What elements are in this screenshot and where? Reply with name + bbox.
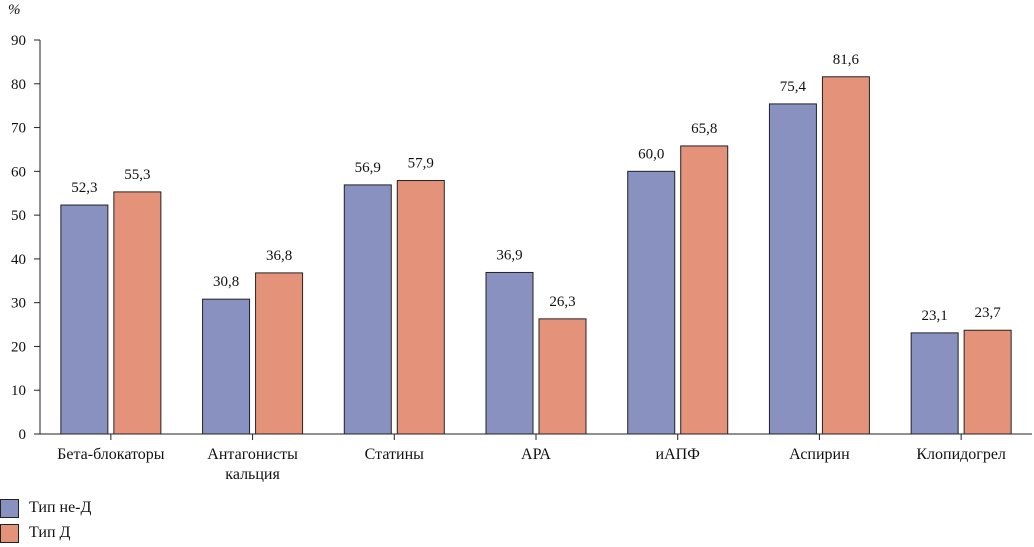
- legend: Тип не-Д Тип Д: [0, 497, 91, 547]
- data-label: 81,6: [833, 52, 860, 68]
- x-tick-label: иАПФ: [656, 446, 700, 463]
- bar: [60, 204, 109, 435]
- y-tick-label: 30: [11, 296, 26, 312]
- data-label: 23,7: [975, 305, 1002, 321]
- y-tick-label: 70: [11, 121, 26, 137]
- data-label: 56,9: [355, 160, 381, 176]
- data-labels: 52,3 55,3 30,8 36,8 56,9 57,9 36,9 26,3 60,0 65,8…: [71, 52, 1001, 324]
- bar: [963, 329, 1012, 435]
- x-tick-label: Статины: [365, 446, 424, 463]
- data-label: 75,4: [780, 79, 807, 95]
- x-tick-label: Аспирин: [789, 446, 850, 463]
- legend-swatch-non-d: [0, 498, 19, 518]
- data-label: 36,8: [266, 248, 292, 264]
- y-tick-label: 60: [11, 164, 26, 180]
- data-label: 26,3: [549, 294, 575, 310]
- y-tick-label: 40: [11, 252, 26, 268]
- bar: [680, 145, 729, 435]
- data-label: 52,3: [71, 180, 97, 196]
- x-tick-label: АРА: [521, 446, 551, 463]
- data-label: 36,9: [496, 247, 522, 263]
- y-tick-label: 80: [11, 77, 26, 93]
- data-label: 55,3: [124, 167, 150, 183]
- data-label: 23,1: [922, 308, 948, 324]
- y-tick-label: 50: [11, 208, 26, 224]
- x-tick-label: Клопидогрел: [916, 446, 1006, 463]
- y-tick-label: 20: [11, 339, 26, 355]
- bar: [768, 103, 817, 435]
- bar: [821, 76, 870, 435]
- bar: [538, 318, 587, 435]
- bar: [396, 180, 445, 435]
- legend-item-non-d: Тип не-Д: [0, 497, 91, 519]
- y-axis-label: %: [8, 2, 21, 18]
- bars: [60, 76, 1012, 435]
- bar: [910, 332, 959, 435]
- bar: [485, 271, 534, 435]
- category-labels: Бета-блокаторы Антагонисты кальция Статины А…: [57, 434, 1006, 483]
- bar: [627, 170, 676, 435]
- legend-label-d: Тип Д: [29, 524, 71, 541]
- y-tick-label: 10: [11, 383, 26, 399]
- x-tick-label: Антагонисты: [207, 446, 298, 463]
- data-label: 57,9: [408, 156, 434, 172]
- bar: [343, 184, 392, 435]
- bar: [255, 272, 304, 435]
- legend-item-d: Тип Д: [0, 522, 91, 544]
- x-tick-label: Бета-блокаторы: [57, 446, 165, 463]
- bar: [113, 191, 162, 435]
- data-label: 30,8: [213, 274, 239, 290]
- y-tick-label: 90: [11, 33, 26, 49]
- data-label: 60,0: [638, 146, 664, 162]
- legend-label-non-d: Тип не-Д: [29, 499, 92, 516]
- x-tick-label: кальция: [225, 466, 280, 483]
- bar: [202, 298, 251, 435]
- y-tick-label: 0: [19, 427, 27, 443]
- legend-swatch-d: [0, 523, 19, 543]
- data-label: 65,8: [691, 121, 717, 137]
- bar-chart: % 0 10 20 30 40 50 60 70 80 90 52,3 55,3 30,8 36,8 56…: [8, 2, 1032, 483]
